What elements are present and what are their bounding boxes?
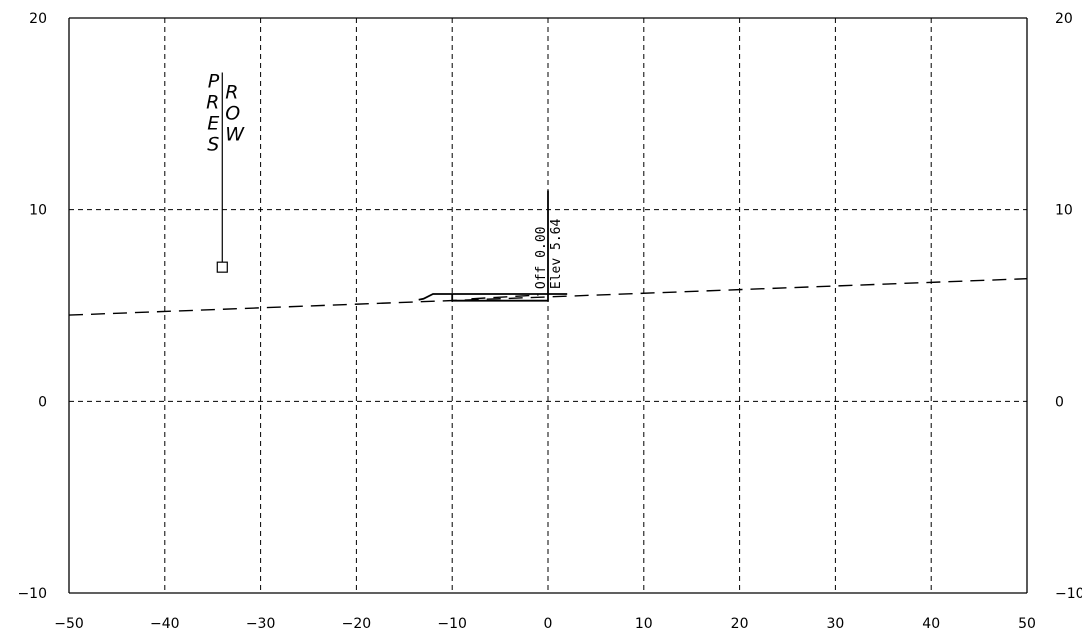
x-tick-label: −50 xyxy=(54,616,84,632)
y-tick-label-left: 0 xyxy=(38,394,47,410)
x-tick-label: −30 xyxy=(246,616,276,632)
profile-line-2 xyxy=(418,293,568,301)
x-tick-label: 50 xyxy=(1018,616,1036,632)
tick-labels: −50 −40 −30 −20 −10 0 10 20 30 40 50 −10 −10 0 0 10 10 20… xyxy=(17,11,1082,632)
x-tick-label: 20 xyxy=(731,616,749,632)
y-tick-label-right: 10 xyxy=(1055,203,1073,219)
elevation-label: Elev 5.64 xyxy=(549,219,564,290)
x-tick-label: 30 xyxy=(826,616,844,632)
row-marker-letter: E xyxy=(207,113,219,135)
profile-lines xyxy=(68,190,1028,316)
x-tick-label: 10 xyxy=(635,616,653,632)
offset-label: Off 0.00 xyxy=(534,227,549,290)
x-tick-label: −10 xyxy=(437,616,467,632)
x-tick-label: −20 xyxy=(342,616,372,632)
y-tick-label-left: −10 xyxy=(17,586,47,602)
y-tick-label-left: 20 xyxy=(29,11,47,27)
row-marker-letter: R xyxy=(206,92,219,114)
y-tick-label-right: 0 xyxy=(1055,394,1064,410)
profile-line-3 xyxy=(451,190,549,302)
row-marker-letter: R xyxy=(225,82,238,104)
x-tick-label: 40 xyxy=(922,616,940,632)
row-marker-letter: O xyxy=(225,103,240,125)
profile-line-4 xyxy=(471,294,539,300)
row-marker-box xyxy=(216,261,228,273)
y-tick-label-right: −10 xyxy=(1055,586,1082,602)
row-marker-letter: S xyxy=(207,134,219,156)
x-tick-label: 0 xyxy=(544,616,553,632)
row-marker-letter: W xyxy=(225,124,245,146)
x-tick-label: −40 xyxy=(150,616,180,632)
row-marker-letter: P xyxy=(208,71,220,93)
profile-line-1 xyxy=(68,278,1028,316)
y-tick-label-right: 20 xyxy=(1055,11,1073,27)
y-tick-label-left: 10 xyxy=(29,203,47,219)
